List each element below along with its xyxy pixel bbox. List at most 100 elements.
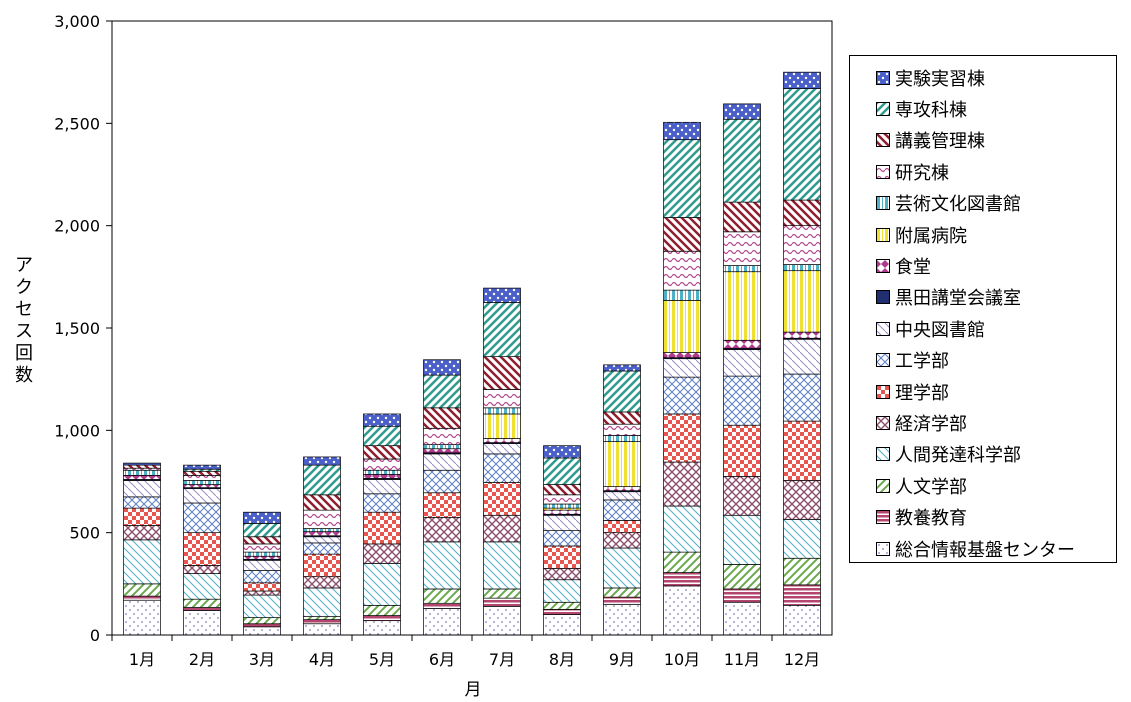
bar-segment bbox=[783, 338, 821, 375]
bar-segment bbox=[543, 445, 581, 459]
legend-swatch bbox=[876, 290, 890, 305]
x-tick-label: 11月 bbox=[724, 650, 760, 669]
bar-segment bbox=[483, 389, 521, 409]
bar-segment bbox=[123, 469, 161, 476]
bar-segment bbox=[663, 139, 701, 218]
bar-segment bbox=[603, 411, 641, 425]
bar-segment bbox=[423, 427, 461, 446]
bar-segment bbox=[723, 349, 761, 377]
bar-segment bbox=[123, 496, 161, 509]
bar-segment bbox=[603, 370, 641, 413]
bar-segment bbox=[783, 71, 821, 89]
legend-swatch bbox=[876, 510, 890, 525]
bar-segment bbox=[723, 588, 761, 603]
bar-segment bbox=[783, 373, 821, 422]
bar-segment bbox=[663, 585, 701, 636]
bar-segment bbox=[243, 594, 281, 618]
y-tick-label: 3,000 bbox=[54, 12, 100, 31]
bar-segment bbox=[123, 507, 161, 526]
x-tick-label: 1月 bbox=[129, 650, 155, 669]
bar-segment bbox=[123, 475, 161, 480]
bar-segment bbox=[723, 265, 761, 273]
bar-segment bbox=[303, 528, 341, 532]
y-axis-label: アクセス回数 bbox=[6, 255, 42, 387]
bar-segment bbox=[483, 443, 521, 455]
bar-segment bbox=[723, 339, 761, 349]
legend-label: 附属病院 bbox=[895, 225, 967, 247]
bar-segment bbox=[783, 604, 821, 636]
legend-item: 経済学部 bbox=[876, 407, 1116, 438]
x-tick-label: 4月 bbox=[309, 650, 335, 669]
bar-segment bbox=[663, 250, 701, 291]
legend-item: 芸術文化図書館 bbox=[876, 188, 1116, 219]
plot-area-frame bbox=[111, 20, 833, 636]
bar-segment bbox=[783, 480, 821, 520]
y-axis-label-char: セ bbox=[15, 299, 33, 320]
bar-segment bbox=[543, 494, 581, 505]
legend-swatch bbox=[876, 415, 890, 430]
legend-swatch bbox=[876, 70, 890, 85]
bar-segment bbox=[183, 565, 221, 574]
legend-swatch bbox=[876, 164, 890, 179]
legend-swatch bbox=[876, 353, 890, 368]
bar-segment bbox=[363, 469, 401, 475]
y-axis-label-char: 数 bbox=[15, 365, 33, 386]
bar-segment bbox=[603, 547, 641, 589]
legend-item: 実験実習棟 bbox=[876, 62, 1116, 93]
legend-swatch bbox=[876, 133, 890, 148]
bar-segment bbox=[183, 532, 221, 566]
bar-segment bbox=[303, 509, 341, 529]
bar-segment bbox=[423, 407, 461, 429]
bar-segment bbox=[783, 557, 821, 586]
legend-item: 黒田講堂会議室 bbox=[876, 282, 1116, 313]
bar-segment bbox=[363, 479, 401, 495]
bar-segment bbox=[663, 121, 701, 141]
bar-segment bbox=[663, 289, 701, 301]
bar-segment bbox=[723, 424, 761, 477]
bar-segment bbox=[363, 493, 401, 513]
bar-segment bbox=[663, 551, 701, 573]
y-axis-label-char: 回 bbox=[15, 343, 33, 364]
bar-segment bbox=[303, 623, 341, 636]
bar-segment bbox=[183, 573, 221, 600]
bar-segment bbox=[783, 225, 821, 265]
x-tick-label: 3月 bbox=[249, 650, 275, 669]
y-tick-label: 1,000 bbox=[54, 421, 100, 440]
x-tick-label: 12月 bbox=[784, 650, 820, 669]
bar-segment bbox=[663, 376, 701, 415]
bar-segment bbox=[603, 441, 641, 487]
bar-segment bbox=[663, 358, 701, 378]
legend-swatch bbox=[876, 478, 890, 493]
bar-segment bbox=[123, 595, 161, 601]
bar-segment bbox=[603, 435, 641, 442]
legend-item: 食堂 bbox=[876, 250, 1116, 281]
bar-segment bbox=[243, 555, 281, 560]
bar-segment bbox=[663, 461, 701, 507]
legend-item: 人間発達科学部 bbox=[876, 439, 1116, 470]
bar-segment bbox=[363, 615, 401, 622]
bar-segment bbox=[123, 525, 161, 541]
x-tick-label: 8月 bbox=[549, 650, 575, 669]
legend-swatch bbox=[876, 447, 890, 462]
bar-segment bbox=[723, 514, 761, 565]
bar-segment bbox=[303, 587, 341, 617]
y-tick-label: 500 bbox=[69, 524, 100, 543]
bar-segment bbox=[423, 588, 461, 604]
bar-segment bbox=[483, 302, 521, 358]
bar-segment bbox=[123, 464, 161, 469]
bar-segment bbox=[423, 492, 461, 518]
bar-segment bbox=[603, 364, 641, 372]
bar-segment bbox=[363, 473, 401, 479]
bar-segment bbox=[363, 425, 401, 447]
bar-segment bbox=[243, 617, 281, 625]
bar-segment bbox=[183, 502, 221, 534]
bar-segment bbox=[183, 598, 221, 608]
bar-segment bbox=[663, 217, 701, 252]
bar-segment bbox=[303, 616, 341, 621]
bar-segment bbox=[423, 608, 461, 636]
bar-segment bbox=[603, 423, 641, 436]
legend-item: 人文学部 bbox=[876, 470, 1116, 501]
bar-segment bbox=[663, 352, 701, 359]
bar-segment bbox=[603, 532, 641, 549]
bar-segment bbox=[603, 486, 641, 492]
